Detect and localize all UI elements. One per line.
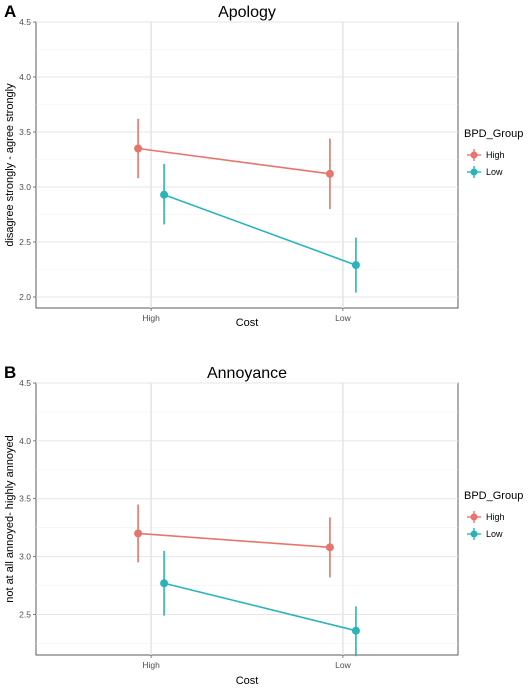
y-tick-label: 2.0: [19, 292, 31, 302]
y-axis-title: disagree strongly - agree strongly: [4, 83, 16, 247]
y-tick-label: 4.5: [19, 378, 31, 388]
chart-title: Apology: [218, 4, 276, 21]
panel-letter: B: [4, 363, 16, 382]
y-tick-label: 3.5: [19, 494, 31, 504]
series-high: [134, 504, 334, 578]
x-tick-label: Low: [335, 660, 351, 670]
chart-panel-b: B Annoyance 2.5 3.0 3.5 4.0 4.5 High Low Cost not …: [4, 363, 523, 687]
panel-letter: A: [4, 2, 16, 21]
series-line: [137, 147, 331, 175]
series-low: [160, 550, 360, 657]
legend: BPD_Group High Low: [464, 128, 523, 178]
y-tick-label: 3.5: [19, 127, 31, 137]
data-point: [325, 169, 334, 178]
series-line: [163, 193, 357, 266]
y-tick-label: 2.5: [19, 237, 31, 247]
legend-key-point: [470, 513, 478, 521]
legend-title: BPD_Group: [464, 490, 523, 502]
legend-label: High: [486, 512, 505, 522]
series-low: [160, 163, 360, 293]
x-tick-label: Low: [335, 313, 351, 323]
legend-key-point: [470, 151, 478, 159]
chart-panel-a: A Apology 2.0 2.5 3.0 3.5 4.0 4.5 High Low Cost dis…: [4, 2, 523, 329]
series-line: [163, 582, 357, 632]
data-point: [351, 261, 360, 270]
chart-title: Annoyance: [207, 365, 287, 382]
legend-key-point: [470, 530, 478, 538]
data-point: [160, 190, 169, 199]
data-point: [134, 529, 143, 538]
y-tick-label: 4.0: [19, 72, 31, 82]
x-tick-label: High: [142, 313, 160, 323]
data-point: [325, 543, 334, 552]
y-tick-label: 2.5: [19, 609, 31, 619]
legend-label: High: [486, 150, 505, 160]
plot-area: [35, 21, 459, 309]
data-point: [160, 579, 169, 588]
y-tick-label: 4.0: [19, 436, 31, 446]
legend-key-point: [470, 168, 478, 176]
x-axis-title: Cost: [236, 675, 259, 687]
data-point: [134, 144, 143, 153]
x-tick-label: High: [142, 660, 160, 670]
x-axis-title: Cost: [236, 317, 259, 329]
y-axis-title: not at all annoyed- highly annoyed: [4, 435, 16, 603]
plot-area: [35, 382, 459, 656]
series-line: [138, 532, 330, 549]
data-point: [351, 626, 360, 635]
legend-title: BPD_Group: [464, 128, 523, 140]
y-tick-label: 4.5: [19, 17, 31, 27]
y-tick-label: 3.0: [19, 182, 31, 192]
legend-label: Low: [486, 529, 503, 539]
series-high: [134, 118, 334, 209]
legend: BPD_Group High Low: [464, 490, 523, 540]
y-tick-label: 3.0: [19, 552, 31, 562]
legend-label: Low: [486, 167, 503, 177]
